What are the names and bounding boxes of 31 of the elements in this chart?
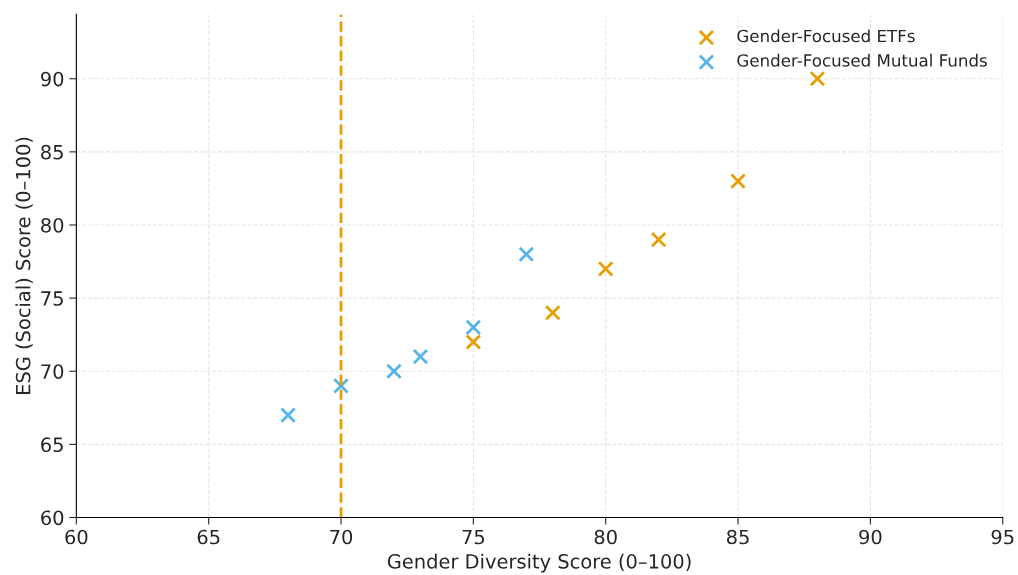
x-tick-label: 85 (727, 529, 749, 545)
point (518, 246, 535, 263)
point (809, 70, 826, 87)
point (333, 377, 350, 394)
x-tick-label: 75 (462, 529, 485, 545)
x-axis-title: Gender Diversity Score (0–100) (387, 553, 691, 573)
legend-label: Gender-Focused Mutual Funds (737, 53, 987, 67)
y-tick-label: 90 (41, 71, 64, 87)
x-tick-label: 70 (330, 529, 353, 545)
y-tick-label: 80 (41, 217, 64, 233)
x-tick-label: 65 (197, 529, 220, 545)
point (650, 231, 667, 248)
y-tick-label: 85 (41, 144, 63, 160)
x-tick-label: 95 (991, 529, 1014, 545)
x-tick-label: 60 (65, 529, 88, 545)
y-tick-label: 65 (41, 437, 63, 453)
x-tick-label: 90 (859, 529, 882, 545)
y-tick-label: 60 (41, 510, 64, 526)
point (597, 260, 614, 277)
point (412, 348, 429, 365)
point (730, 173, 747, 190)
point (465, 319, 482, 336)
point (280, 407, 297, 424)
legend-label: Gender-Focused ETFs (737, 29, 915, 43)
y-tick-label: 70 (41, 364, 64, 379)
point (544, 304, 561, 321)
y-axis-title: ESG (Social) Score (0–100) (15, 137, 33, 394)
point (385, 363, 402, 380)
x-tick-label: 80 (594, 529, 617, 545)
point (465, 334, 482, 350)
y-tick-label: 75 (41, 291, 63, 306)
